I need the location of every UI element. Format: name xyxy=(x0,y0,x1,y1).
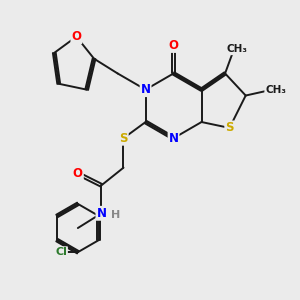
Text: O: O xyxy=(169,39,178,52)
Text: N: N xyxy=(141,83,151,96)
Text: CH₃: CH₃ xyxy=(227,44,248,54)
Text: O: O xyxy=(71,30,81,43)
Text: N: N xyxy=(169,132,178,145)
Text: O: O xyxy=(73,167,83,180)
Text: S: S xyxy=(119,132,128,145)
Text: S: S xyxy=(225,122,234,134)
Text: Cl: Cl xyxy=(55,247,67,257)
Text: CH₃: CH₃ xyxy=(265,85,286,94)
Text: N: N xyxy=(96,207,106,220)
Text: H: H xyxy=(111,210,120,220)
